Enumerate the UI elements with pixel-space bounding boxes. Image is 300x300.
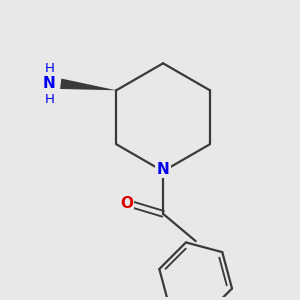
Text: O: O bbox=[120, 196, 133, 211]
Text: N: N bbox=[157, 162, 169, 177]
Polygon shape bbox=[60, 79, 116, 90]
Text: H: H bbox=[44, 61, 54, 74]
Text: N: N bbox=[43, 76, 56, 91]
Text: H: H bbox=[44, 93, 54, 106]
